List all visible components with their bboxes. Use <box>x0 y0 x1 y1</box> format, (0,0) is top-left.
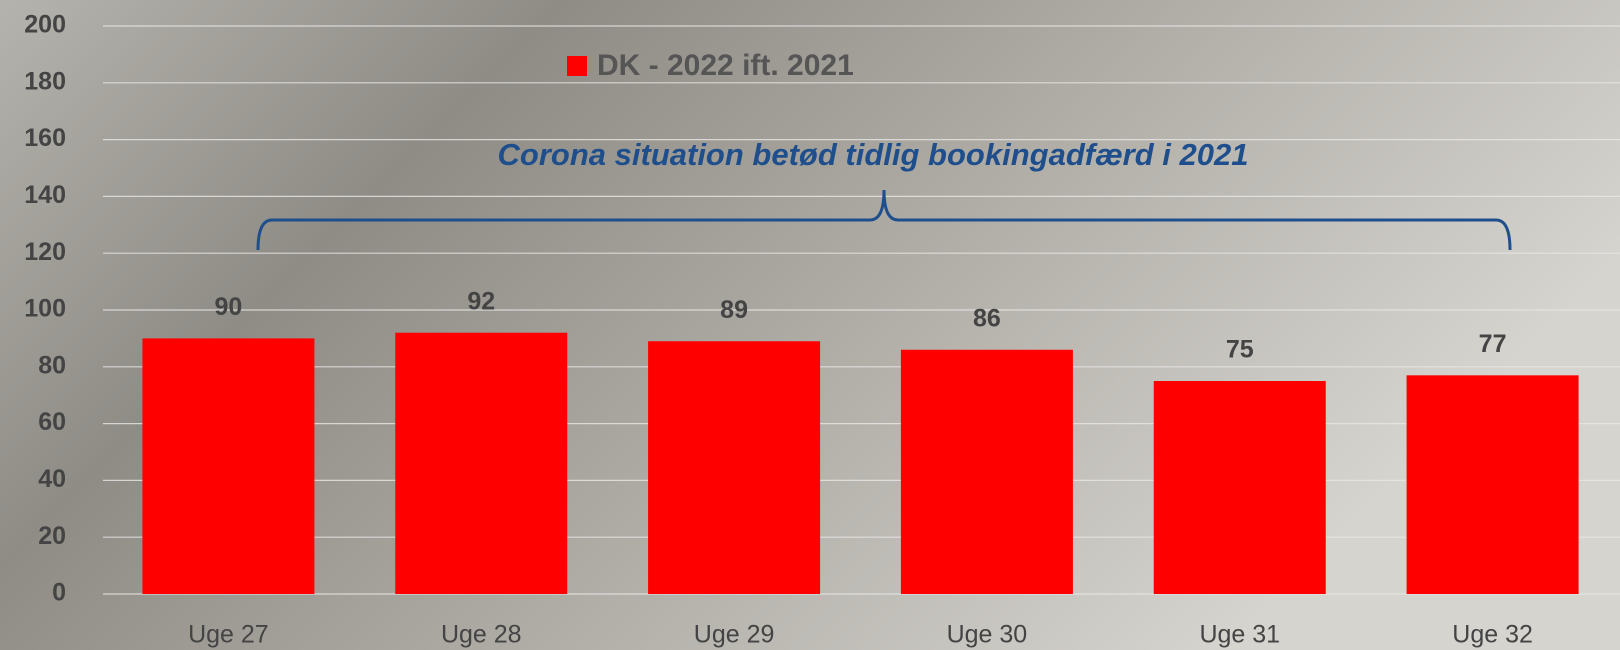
annotation: Corona situation betød tidlig bookingadf… <box>498 137 1249 172</box>
y-tick-label: 0 <box>52 579 66 607</box>
x-tick-label: Uge 28 <box>441 621 522 649</box>
value-label: 86 <box>973 304 1001 332</box>
bar <box>1154 381 1326 594</box>
y-tick-label: 200 <box>24 11 66 39</box>
y-tick-label: 100 <box>24 295 66 323</box>
y-tick-label: 140 <box>24 181 66 209</box>
bar <box>1407 375 1579 594</box>
y-tick-label: 80 <box>38 351 66 379</box>
value-label: 90 <box>215 293 243 321</box>
value-label: 77 <box>1479 330 1507 358</box>
x-tick-label: Uge 30 <box>947 621 1028 649</box>
x-tick-label: Uge 27 <box>188 621 269 649</box>
value-label: 92 <box>467 287 495 315</box>
y-tick-label: 180 <box>24 67 66 95</box>
bar <box>395 333 567 594</box>
bar <box>901 350 1073 594</box>
y-tick-label: 60 <box>38 408 66 436</box>
value-label: 75 <box>1226 336 1254 364</box>
y-tick-label: 20 <box>38 522 66 550</box>
value-label: 89 <box>720 296 748 324</box>
legend-swatch <box>567 56 587 76</box>
bar <box>142 338 314 594</box>
legend-label: DK - 2022 ift. 2021 <box>597 49 854 82</box>
y-tick-label: 160 <box>24 124 66 152</box>
x-tick-label: Uge 29 <box>694 621 775 649</box>
x-tick-label: Uge 31 <box>1199 621 1280 649</box>
y-tick-label: 120 <box>24 238 66 266</box>
chart: DK - 2022 ift. 2021 Corona situation bet… <box>0 0 1620 650</box>
y-tick-label: 40 <box>38 465 66 493</box>
bar <box>648 341 820 594</box>
x-tick-label: Uge 32 <box>1452 621 1533 649</box>
